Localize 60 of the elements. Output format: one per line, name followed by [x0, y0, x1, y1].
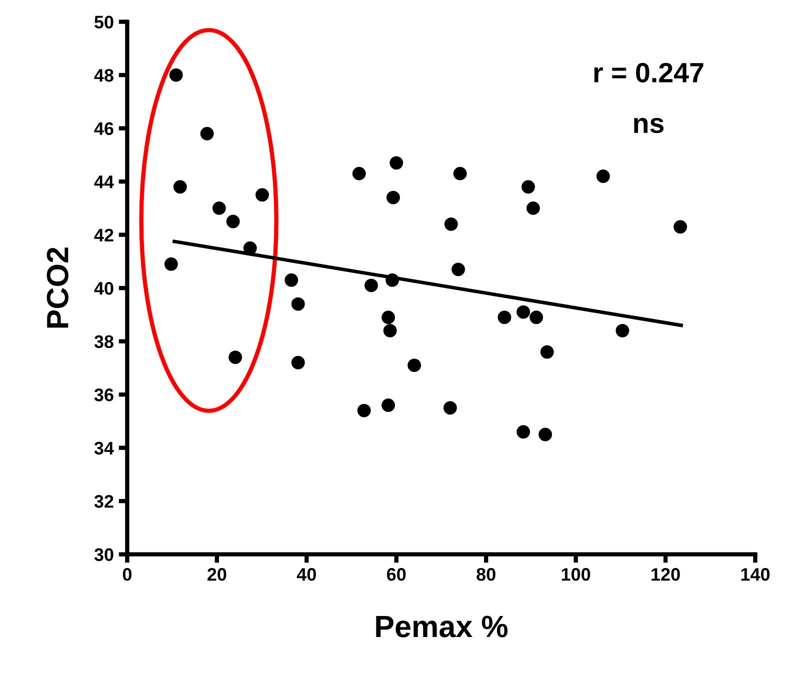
- y-tick-label: 42: [94, 228, 114, 242]
- point: [453, 166, 467, 180]
- point: [516, 425, 530, 439]
- x-tick-label: 60: [386, 568, 406, 581]
- x-tick-label: 0: [122, 568, 132, 581]
- point: [443, 401, 457, 415]
- annotation: ns: [634, 118, 664, 134]
- y-tick-label: 48: [94, 68, 114, 82]
- y-tick-label: 30: [94, 548, 114, 562]
- annotation: r = 0.247: [594, 62, 704, 83]
- x-tick-label: 80: [476, 568, 496, 581]
- point: [212, 201, 226, 215]
- point: [291, 356, 305, 370]
- point: [386, 273, 400, 287]
- point: [291, 297, 305, 311]
- point: [498, 310, 512, 324]
- point: [364, 278, 378, 292]
- point: [164, 257, 178, 271]
- x-axis-title: Pemax %: [376, 616, 508, 638]
- point: [256, 188, 269, 202]
- y-tick-label: 36: [94, 388, 114, 402]
- point: [382, 310, 395, 324]
- point: [386, 190, 400, 204]
- point: [596, 170, 610, 183]
- point: [616, 324, 630, 338]
- x-tick-label: 20: [208, 568, 226, 581]
- point: [383, 324, 397, 338]
- point: [516, 305, 530, 319]
- y-tick-label: 44: [94, 176, 114, 188]
- y-tick-label: 46: [94, 122, 114, 136]
- point: [200, 126, 214, 140]
- point: [382, 398, 395, 412]
- point: [352, 166, 366, 180]
- point: [522, 180, 535, 194]
- point: [390, 156, 404, 170]
- y-tick-label: 38: [94, 335, 114, 348]
- point: [452, 262, 465, 276]
- point: [540, 345, 554, 359]
- y-tick-label: 50: [94, 16, 114, 29]
- point: [173, 180, 187, 194]
- x-tick-label: 100: [562, 568, 590, 581]
- x-tick-label: 40: [296, 568, 316, 581]
- y-axis-title: PCO2: [46, 248, 68, 328]
- point: [357, 404, 371, 418]
- point: [530, 310, 544, 324]
- point: [526, 201, 540, 215]
- point: [226, 214, 240, 228]
- y-tick-label: 34: [94, 442, 114, 455]
- point: [538, 428, 552, 442]
- point: [674, 220, 688, 234]
- x-tick-label: 140: [741, 568, 770, 581]
- point: [169, 68, 183, 82]
- point: [228, 350, 242, 364]
- y-tick-label: 32: [94, 495, 114, 508]
- y-tick-label: 40: [94, 282, 114, 295]
- point: [444, 217, 458, 231]
- point: [284, 273, 298, 287]
- x-tick-label: 120: [652, 568, 680, 581]
- point: [243, 241, 257, 255]
- point: [408, 358, 422, 372]
